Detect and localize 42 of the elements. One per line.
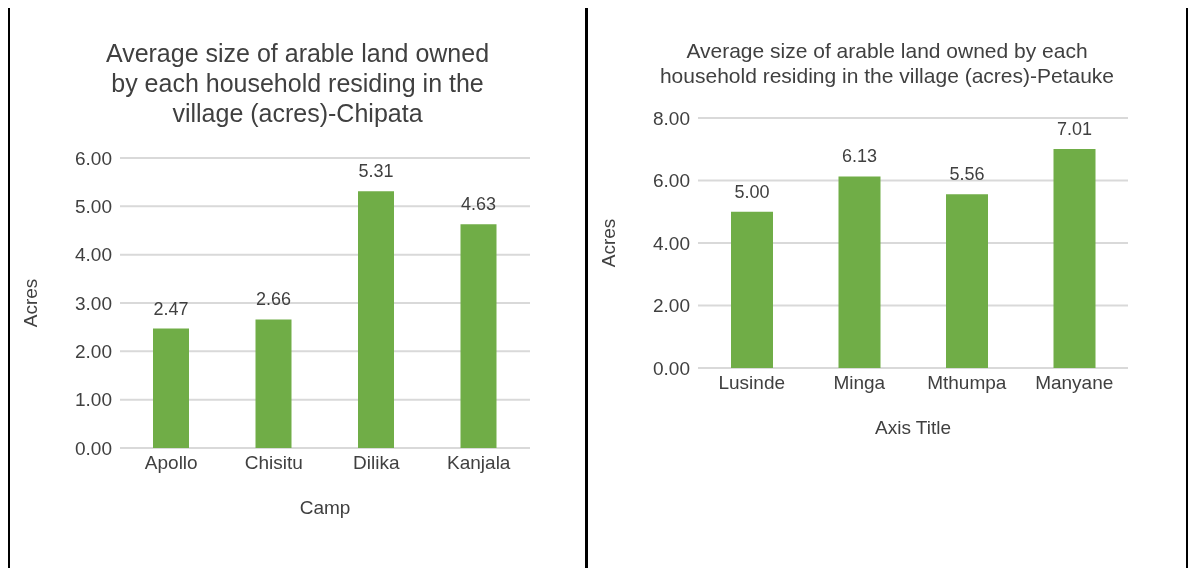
y-tick-label: 5.00 bbox=[75, 196, 112, 218]
y-tick-label: 2.00 bbox=[75, 341, 112, 363]
data-label: 5.00 bbox=[734, 182, 770, 203]
y-tick-label: 8.00 bbox=[653, 108, 690, 130]
data-label: 7.01 bbox=[1056, 119, 1093, 140]
chart-title: Average size of arable land owned by each household residing in the village (acres)-Petauke bbox=[658, 38, 1116, 89]
bar bbox=[358, 191, 394, 448]
y-tick-label: 0.00 bbox=[75, 437, 112, 459]
bar bbox=[731, 212, 773, 369]
bar bbox=[255, 319, 292, 448]
y-tick-label: 0.00 bbox=[653, 358, 690, 380]
bar bbox=[153, 328, 189, 448]
data-label: 5.56 bbox=[949, 164, 985, 185]
y-tick-label: 4.00 bbox=[75, 244, 112, 266]
x-tick-label: Apollo bbox=[144, 452, 198, 474]
bar bbox=[460, 224, 497, 448]
y-axis-title: Acres bbox=[19, 278, 41, 328]
x-axis-title: Camp bbox=[299, 497, 351, 518]
y-tick-label: 3.00 bbox=[75, 292, 112, 314]
data-label: 5.31 bbox=[358, 161, 394, 182]
y-axis-title: Acres bbox=[597, 219, 619, 268]
x-tick-label: Mthumpa bbox=[927, 372, 1007, 394]
x-tick-label: Dilika bbox=[353, 452, 400, 474]
y-tick-label: 2.00 bbox=[653, 295, 690, 317]
bar bbox=[838, 176, 881, 369]
x-tick-label: Kanjala bbox=[447, 452, 511, 474]
data-label: 2.66 bbox=[255, 289, 292, 310]
x-tick-label: Manyane bbox=[1035, 372, 1114, 394]
y-tick-label: 6.00 bbox=[653, 170, 690, 192]
bar bbox=[1053, 149, 1096, 369]
x-tick-label: Lusinde bbox=[718, 372, 786, 394]
data-label: 6.13 bbox=[841, 146, 878, 167]
chart-title: Average size of arable land owned by each household residing in the village (acres)-Chipata bbox=[104, 38, 491, 128]
x-tick-label: Chisitu bbox=[244, 452, 303, 474]
x-axis-title: Axis Title bbox=[874, 417, 952, 439]
x-tick-label: Minga bbox=[833, 372, 886, 394]
y-tick-label: 1.00 bbox=[75, 389, 112, 411]
y-tick-label: 6.00 bbox=[75, 147, 112, 169]
data-label: 4.63 bbox=[460, 194, 497, 215]
y-tick-label: 4.00 bbox=[653, 233, 690, 255]
data-label: 2.47 bbox=[153, 298, 189, 319]
bar bbox=[946, 194, 988, 369]
